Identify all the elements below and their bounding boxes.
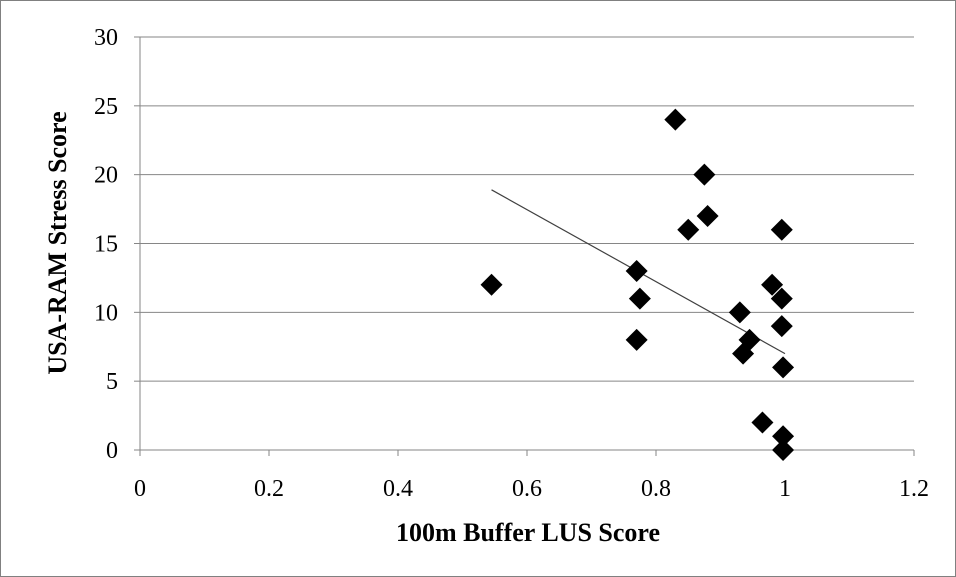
data-point [696,204,719,227]
data-point [770,218,793,241]
data-point [625,328,648,351]
gridlines [140,36,914,382]
y-axis-title: USA-RAM Stress Score [43,111,72,374]
y-tick-label: 5 [106,369,118,395]
data-point [480,273,503,296]
x-tick-label: 0.4 [383,476,413,502]
data-point [772,356,795,379]
tick-labels: 0 5 10 15 20 25 30 0 0.2 0.4 0.6 0.8 1 1.2 [94,25,929,502]
data-point [625,260,648,283]
data-point [677,218,700,241]
y-tick-label: 15 [94,232,118,258]
x-tick-label: 0.2 [254,476,284,502]
data-point [761,273,784,296]
y-tick-label: 30 [94,25,118,51]
data-point [738,328,761,351]
data-point [772,439,795,461]
data-point [664,108,687,131]
x-axis-title: 100m Buffer LUS Score [396,518,660,547]
data-point [770,315,793,338]
data-point [728,301,751,324]
y-tick-label: 25 [94,94,118,120]
data-point [628,287,651,310]
x-tick-label: 1 [779,476,791,502]
x-tick-label: 0.8 [641,476,671,502]
data-point [772,425,795,448]
data-point [751,411,774,434]
data-points [480,108,795,461]
y-tick-label: 0 [106,438,118,464]
data-point [693,163,716,186]
y-tick-label: 20 [94,163,118,189]
x-tick-label: 0.6 [512,476,542,502]
x-tick-label: 0 [134,476,146,502]
x-tick-label: 1.2 [899,476,929,502]
data-point [770,287,793,310]
axes [134,36,915,456]
y-tick-label: 10 [94,300,118,326]
